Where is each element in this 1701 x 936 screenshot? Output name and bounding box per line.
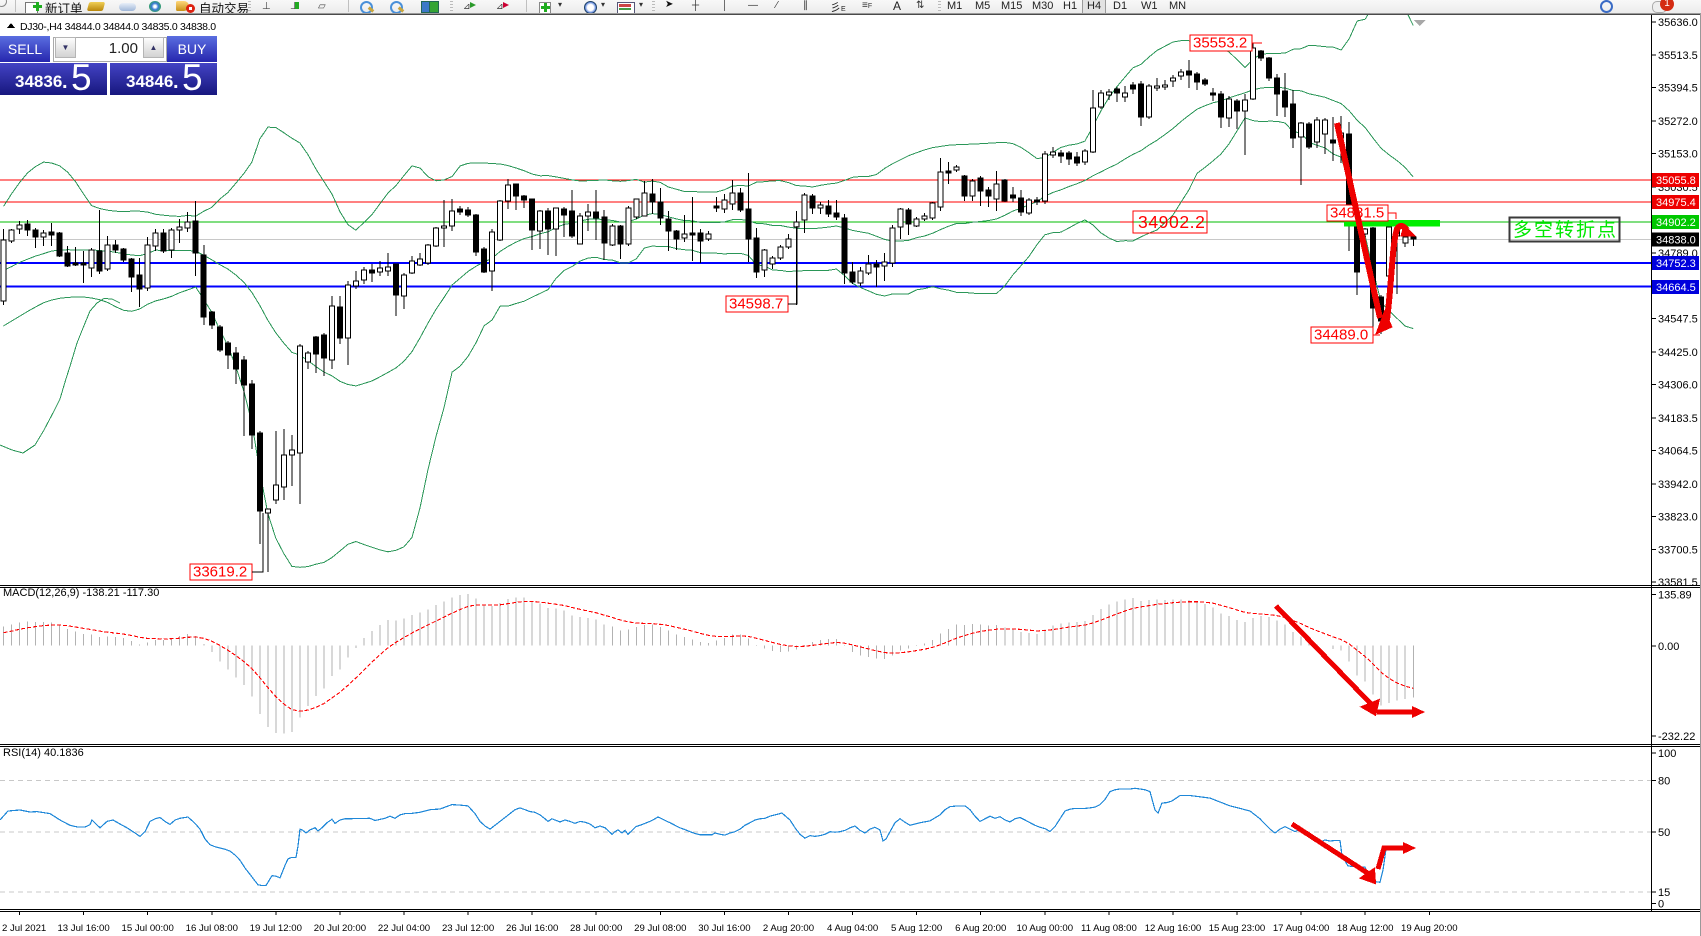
svg-text:33700.5: 33700.5 [1658,545,1698,557]
svg-text:34664.5: 34664.5 [1656,282,1696,294]
svg-text:34838.0: 34838.0 [1656,234,1696,246]
svg-text:26 Jul 16:00: 26 Jul 16:00 [506,923,558,934]
svg-text:2 Aug 20:00: 2 Aug 20:00 [763,923,814,934]
svg-text:34598.7: 34598.7 [729,296,783,313]
svg-text:15: 15 [1658,887,1670,899]
svg-text:16 Jul 08:00: 16 Jul 08:00 [186,923,238,934]
svg-text:15 Jul 00:00: 15 Jul 00:00 [122,923,174,934]
svg-text:34425.0: 34425.0 [1658,347,1698,359]
svg-text:34752.3: 34752.3 [1656,258,1696,270]
svg-text:33619.2: 33619.2 [193,564,247,581]
svg-text:34547.5: 34547.5 [1658,314,1698,326]
svg-text:10 Aug 00:00: 10 Aug 00:00 [1017,923,1074,934]
svg-text:35394.5: 35394.5 [1658,83,1698,95]
svg-text:34183.5: 34183.5 [1658,413,1698,425]
svg-text:35153.0: 35153.0 [1658,149,1698,161]
svg-text:0: 0 [1658,898,1664,910]
svg-text:18 Aug 12:00: 18 Aug 12:00 [1337,923,1394,934]
svg-text:35553.2: 35553.2 [1193,35,1247,52]
svg-text:23 Jul 12:00: 23 Jul 12:00 [442,923,494,934]
svg-text:30 Jul 16:00: 30 Jul 16:00 [698,923,750,934]
svg-text:50: 50 [1658,827,1670,839]
svg-text:33581.5: 33581.5 [1658,577,1698,589]
svg-text:35513.5: 35513.5 [1658,50,1698,62]
svg-text:35272.0: 35272.0 [1658,116,1698,128]
svg-text:28 Jul 00:00: 28 Jul 00:00 [570,923,622,934]
svg-text:34064.5: 34064.5 [1658,445,1698,457]
svg-text:34306.0: 34306.0 [1658,380,1698,392]
svg-text:13 Jul 16:00: 13 Jul 16:00 [57,923,109,934]
svg-text:33823.0: 33823.0 [1658,511,1698,523]
svg-text:11 Aug 08:00: 11 Aug 08:00 [1081,923,1137,934]
svg-text:35636.0: 35636.0 [1658,17,1698,29]
svg-text:5 Aug 12:00: 5 Aug 12:00 [891,923,942,934]
svg-text:34902.2: 34902.2 [1138,212,1205,232]
svg-text:100: 100 [1658,748,1676,760]
svg-text:-232.22: -232.22 [1658,731,1695,743]
svg-text:19 Aug 20:00: 19 Aug 20:00 [1401,923,1458,934]
svg-text:12 Aug 16:00: 12 Aug 16:00 [1145,923,1202,934]
svg-text:35055.8: 35055.8 [1656,175,1696,187]
svg-text:0.00: 0.00 [1658,641,1679,653]
svg-text:33942.0: 33942.0 [1658,479,1698,491]
svg-text:34975.4: 34975.4 [1656,197,1696,209]
svg-text:4 Aug 04:00: 4 Aug 04:00 [827,923,878,934]
svg-text:19 Jul 12:00: 19 Jul 12:00 [250,923,302,934]
svg-text:34902.2: 34902.2 [1656,217,1696,229]
svg-text:6 Aug 20:00: 6 Aug 20:00 [955,923,1006,934]
svg-text:135.89: 135.89 [1658,590,1692,602]
svg-text:34489.0: 34489.0 [1314,327,1368,344]
svg-text:20 Jul 20:00: 20 Jul 20:00 [314,923,366,934]
svg-text:22 Jul 04:00: 22 Jul 04:00 [378,923,430,934]
svg-text:29 Jul 08:00: 29 Jul 08:00 [634,923,686,934]
svg-text:17 Aug 04:00: 17 Aug 04:00 [1273,923,1330,934]
svg-text:15 Aug 23:00: 15 Aug 23:00 [1209,923,1266,934]
svg-text:80: 80 [1658,775,1670,787]
svg-text:2 Jul 2021: 2 Jul 2021 [2,923,46,934]
svg-text:DJ30-,H4 34844.0 34844.0 3483: DJ30-,H4 34844.0 34844.0 34835.0 34838.0 [20,21,216,33]
svg-text:RSI(14) 40.1836: RSI(14) 40.1836 [3,747,84,759]
svg-text:MACD(12,26,9) -138.21 -117.30: MACD(12,26,9) -138.21 -117.30 [3,587,159,599]
svg-text:多空转折点: 多空转折点 [1513,219,1618,241]
